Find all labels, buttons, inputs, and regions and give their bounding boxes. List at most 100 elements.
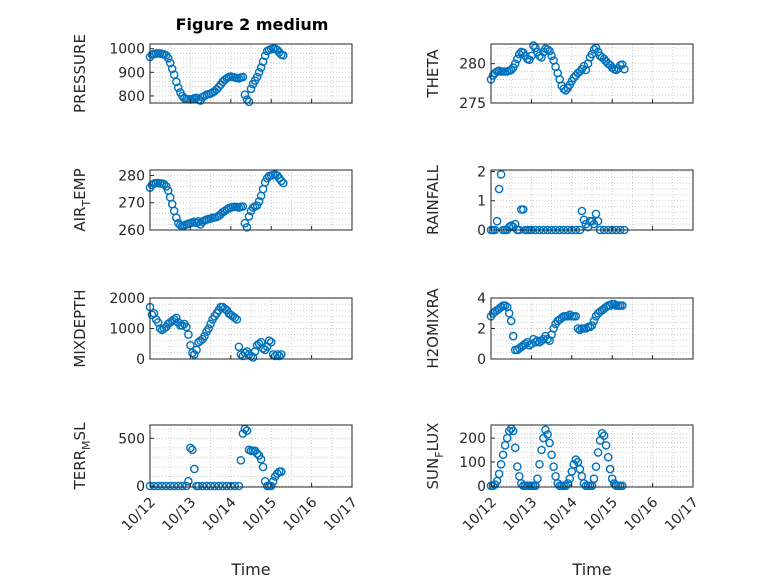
data-point bbox=[177, 321, 187, 330]
data-point bbox=[182, 322, 191, 332]
data-point bbox=[276, 176, 286, 186]
y-tick-label: 275 bbox=[459, 96, 486, 112]
subplot-1: 800 900 1000 PRESSURE bbox=[71, 34, 353, 113]
data-point bbox=[589, 316, 599, 326]
data-point bbox=[244, 212, 254, 221]
data-point bbox=[565, 310, 575, 320]
y-tick-label: 0 bbox=[477, 479, 486, 495]
data-point bbox=[268, 476, 278, 486]
y-tick-label: 1 bbox=[477, 194, 486, 210]
data-point bbox=[266, 337, 276, 347]
data-point bbox=[575, 67, 585, 76]
data-point bbox=[278, 178, 288, 188]
data-point bbox=[256, 454, 266, 464]
y-tick-label: 800 bbox=[118, 89, 145, 105]
subplot-8: 0 100 200 SUNFLUX 10/12 10/13 10/14 10/15 10/16 1… bbox=[424, 423, 702, 579]
data-point bbox=[169, 481, 179, 491]
data-point bbox=[194, 481, 203, 491]
y-tick-label: 0 bbox=[477, 352, 486, 368]
data-point bbox=[561, 481, 571, 491]
x-axis-label: Time bbox=[571, 560, 611, 579]
data-point bbox=[533, 336, 542, 346]
data-point bbox=[607, 474, 617, 484]
y-axis-label: RAINFALL bbox=[424, 164, 442, 235]
data-point bbox=[268, 350, 278, 359]
data-point bbox=[244, 97, 254, 107]
data-point bbox=[260, 51, 270, 61]
data-point bbox=[252, 449, 262, 458]
data-point bbox=[513, 462, 522, 472]
subplot-6: 0 2 4 H2OMIXRA bbox=[424, 288, 694, 369]
y-tick-label: 100 bbox=[459, 455, 486, 471]
data-point bbox=[236, 455, 246, 465]
y-axis-label: TERRMSL bbox=[71, 422, 93, 491]
data-point bbox=[242, 426, 252, 436]
data-point bbox=[599, 431, 609, 441]
data-point bbox=[605, 464, 615, 474]
data-point bbox=[161, 481, 171, 491]
y-tick-label: 280 bbox=[118, 168, 145, 184]
data-point bbox=[533, 474, 542, 484]
subplot-3: 260 270 280 AIRTEMP bbox=[71, 168, 353, 239]
x-tick-label: 10/13 bbox=[159, 495, 199, 535]
x-axis-label: Time bbox=[230, 560, 270, 579]
axes-frame bbox=[149, 43, 353, 104]
x-tick-label: 10/15 bbox=[240, 495, 280, 535]
data-point bbox=[531, 337, 540, 347]
data-point bbox=[618, 481, 627, 491]
data-point bbox=[496, 459, 506, 469]
data-point bbox=[496, 302, 506, 312]
y-axis-label: PRESSURE bbox=[71, 34, 89, 113]
data-point bbox=[535, 459, 544, 469]
data-point bbox=[226, 481, 236, 491]
data-point bbox=[587, 321, 597, 330]
data-point bbox=[500, 301, 510, 310]
data-point bbox=[266, 481, 276, 491]
data-point bbox=[238, 72, 248, 82]
data-point bbox=[506, 65, 516, 75]
y-tick-label: 900 bbox=[118, 65, 145, 81]
y-axis-label: SUNFLUX bbox=[424, 423, 446, 490]
data-point bbox=[605, 301, 615, 310]
data-point bbox=[515, 49, 524, 59]
data-point bbox=[177, 481, 187, 491]
x-tick-label: 10/16 bbox=[622, 494, 662, 534]
data-point bbox=[159, 179, 169, 189]
data-point bbox=[603, 452, 613, 462]
x-tick-label: 10/17 bbox=[662, 495, 702, 535]
data-point bbox=[186, 443, 195, 453]
data-point bbox=[155, 324, 165, 333]
data-point bbox=[549, 462, 558, 472]
data-point bbox=[202, 481, 211, 491]
data-point bbox=[549, 324, 558, 333]
data-point bbox=[498, 450, 508, 460]
data-point bbox=[264, 336, 274, 346]
y-tick-label: 270 bbox=[118, 196, 145, 212]
data-point bbox=[256, 63, 266, 72]
data-point bbox=[230, 313, 240, 323]
data-point bbox=[240, 90, 250, 99]
data-point bbox=[618, 60, 627, 69]
data-point bbox=[188, 445, 197, 455]
data-point bbox=[591, 462, 601, 472]
y-tick-label: 2000 bbox=[109, 291, 145, 307]
data-point bbox=[171, 77, 181, 87]
data-point bbox=[190, 350, 199, 359]
data-point bbox=[240, 218, 250, 228]
data-point bbox=[593, 448, 603, 457]
y-tick-label: 2 bbox=[477, 164, 486, 180]
data-point bbox=[585, 322, 595, 332]
data-point bbox=[258, 462, 268, 472]
subplot-5: 0 1000 2000 MIXDEPTH bbox=[71, 289, 353, 368]
data-point bbox=[545, 46, 554, 56]
y-axis-label: MIXDEPTH bbox=[71, 289, 89, 367]
data-point bbox=[571, 455, 581, 464]
data-point bbox=[254, 68, 264, 77]
x-tick-label: 10/14 bbox=[541, 494, 581, 534]
data-point bbox=[186, 340, 195, 350]
data-point bbox=[547, 51, 556, 61]
y-tick-label: 1000 bbox=[109, 322, 145, 338]
subplot-7: 0 500 TERRMSL 10/12 10/13 10/14 10/15 10/16 10/1… bbox=[71, 422, 361, 579]
data-point bbox=[204, 324, 213, 333]
figure-title: Figure 2 medium bbox=[176, 15, 329, 34]
